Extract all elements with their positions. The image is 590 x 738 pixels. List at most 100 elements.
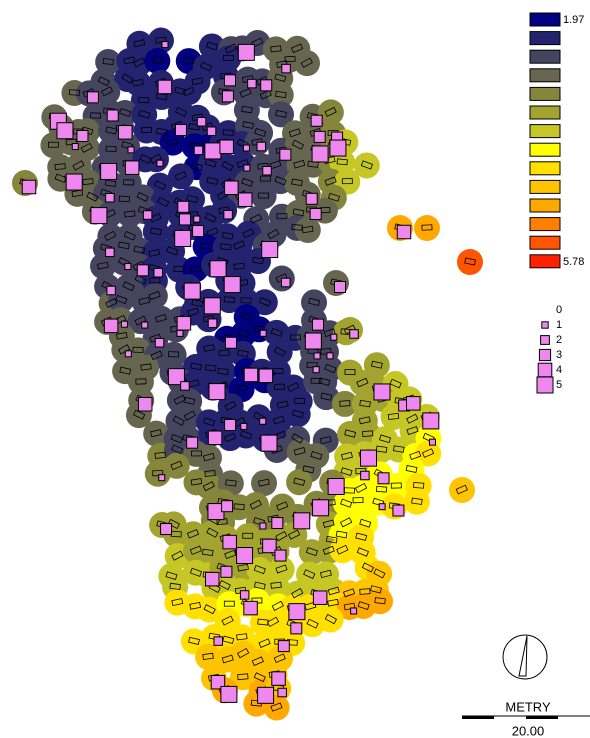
point-symbol xyxy=(71,143,79,151)
building xyxy=(187,307,200,317)
point-symbol xyxy=(180,381,190,391)
point-symbol xyxy=(124,350,132,358)
point-symbol xyxy=(392,504,405,517)
building xyxy=(134,274,147,285)
point-symbol xyxy=(105,247,115,258)
building xyxy=(253,325,265,333)
point-symbol xyxy=(174,229,192,247)
point-symbol xyxy=(312,366,320,374)
color-swatch xyxy=(529,198,561,213)
building xyxy=(133,245,146,254)
building xyxy=(318,377,331,386)
building xyxy=(320,348,332,355)
point-symbol xyxy=(156,159,164,167)
zone xyxy=(268,101,295,128)
scale-segment xyxy=(526,716,558,719)
zone xyxy=(226,232,253,259)
building xyxy=(370,585,382,594)
point-symbol xyxy=(277,640,290,653)
building xyxy=(233,240,246,250)
building xyxy=(240,311,254,322)
point-symbol xyxy=(167,368,185,386)
building xyxy=(335,530,348,539)
point-symbol xyxy=(219,139,234,155)
building xyxy=(291,409,304,419)
building xyxy=(202,452,215,462)
building xyxy=(293,477,306,486)
north-arrow xyxy=(502,634,548,680)
building xyxy=(344,369,356,376)
point-symbol xyxy=(312,318,325,331)
building xyxy=(203,417,216,427)
zone xyxy=(457,249,483,275)
point-symbol xyxy=(396,224,412,240)
building xyxy=(136,191,149,202)
point-symbol xyxy=(281,63,291,74)
building xyxy=(340,498,353,508)
zone xyxy=(449,477,475,503)
color-swatch xyxy=(529,254,561,269)
building xyxy=(97,76,110,87)
zone xyxy=(251,470,278,497)
color-swatch xyxy=(529,235,561,250)
building xyxy=(191,77,204,85)
building xyxy=(123,179,135,186)
building xyxy=(104,179,117,188)
building xyxy=(138,96,150,104)
building xyxy=(122,281,135,292)
building xyxy=(119,107,132,117)
point-symbol xyxy=(186,436,199,449)
building xyxy=(173,266,185,273)
point-symbol xyxy=(274,549,287,562)
point-symbol xyxy=(262,538,277,554)
point-symbol xyxy=(153,267,163,278)
building xyxy=(100,86,114,97)
building xyxy=(165,571,178,581)
point-symbol xyxy=(313,352,321,360)
building xyxy=(183,410,196,421)
building xyxy=(115,332,128,340)
zone xyxy=(250,183,277,210)
building xyxy=(171,598,184,607)
point-symbol xyxy=(312,590,328,605)
building xyxy=(352,497,364,504)
building xyxy=(319,436,332,445)
point-symbol xyxy=(327,478,345,496)
building xyxy=(223,433,236,443)
color-swatch xyxy=(529,105,561,120)
zone xyxy=(367,588,394,615)
building xyxy=(373,568,386,579)
building xyxy=(325,535,338,544)
building xyxy=(123,230,136,241)
point-symbol xyxy=(221,90,234,103)
point-symbol xyxy=(377,472,390,485)
building xyxy=(205,364,217,372)
building xyxy=(166,246,179,256)
building xyxy=(118,195,130,203)
point-symbol xyxy=(213,636,223,646)
building xyxy=(344,429,357,438)
building xyxy=(259,89,272,100)
building xyxy=(236,633,248,641)
legend-min: 1.97 xyxy=(563,14,584,26)
building xyxy=(242,228,255,239)
point-symbol xyxy=(176,316,192,331)
building xyxy=(288,529,301,540)
building xyxy=(291,139,305,150)
building xyxy=(153,180,167,191)
building xyxy=(150,227,162,236)
building xyxy=(86,191,99,202)
building xyxy=(105,145,117,152)
building xyxy=(150,429,162,438)
building xyxy=(190,478,203,486)
building xyxy=(221,615,234,626)
point-symbol xyxy=(237,43,255,61)
point-symbol xyxy=(309,208,322,221)
building xyxy=(241,177,254,187)
building xyxy=(172,415,185,426)
color-swatch xyxy=(529,179,561,194)
building xyxy=(390,482,402,489)
size-symbol xyxy=(537,362,553,378)
building xyxy=(392,445,405,453)
zone xyxy=(363,352,390,379)
